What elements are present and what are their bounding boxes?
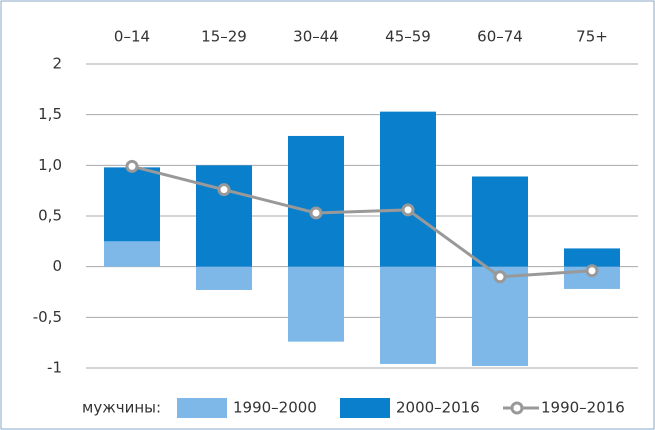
bar — [196, 266, 252, 290]
legend-swatch — [340, 398, 390, 418]
y-tick-label: 0 — [52, 257, 62, 275]
bar — [104, 167, 160, 242]
line-marker — [217, 183, 231, 197]
bar — [380, 266, 436, 364]
legend-swatch — [510, 401, 524, 415]
y-tick-label: 1,0 — [38, 156, 62, 174]
y-tick-label: 2 — [52, 55, 62, 73]
bar — [288, 266, 344, 342]
y-tick-label: -0,5 — [33, 308, 62, 326]
legend-label: 1990–2016 — [541, 399, 625, 417]
x-tick-label: 15–29 — [201, 28, 247, 46]
bar — [380, 111, 436, 267]
line-marker — [401, 203, 415, 217]
x-tick-label: 60–74 — [477, 28, 523, 46]
legend-label: 2000–2016 — [396, 399, 480, 417]
x-tick-label: 75+ — [576, 28, 608, 46]
line — [131, 164, 593, 279]
bar — [564, 248, 620, 267]
bar — [472, 176, 528, 267]
line-marker — [309, 206, 323, 220]
bar — [104, 241, 160, 267]
x-tick-label: 0–14 — [114, 28, 150, 46]
x-tick-label: 30–44 — [293, 28, 339, 46]
legend-title: мужчины: — [82, 399, 161, 417]
line-marker — [493, 270, 507, 284]
bar — [288, 135, 344, 267]
legend-label: 1990–2000 — [233, 399, 317, 417]
line-marker — [125, 159, 139, 173]
y-tick-label: -1 — [47, 359, 62, 377]
x-tick-label: 45–59 — [385, 28, 431, 46]
legend-swatch — [177, 398, 227, 418]
y-tick-label: 1,5 — [38, 105, 62, 123]
bar — [196, 165, 252, 267]
y-tick-label: 0,5 — [38, 207, 62, 225]
line-marker — [585, 264, 599, 278]
